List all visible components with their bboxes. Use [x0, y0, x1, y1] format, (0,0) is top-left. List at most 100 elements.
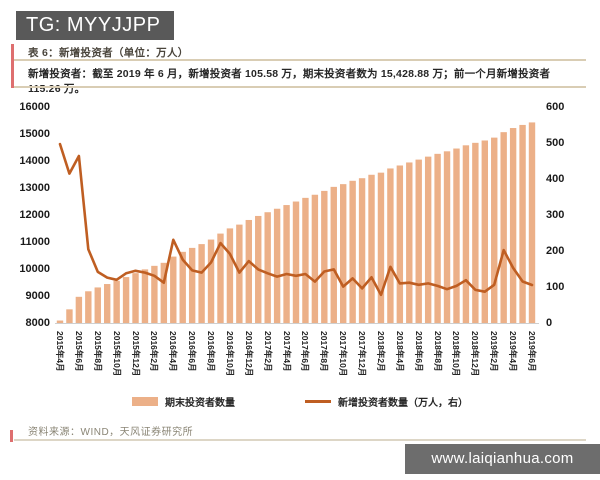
bar [122, 277, 130, 323]
bar [264, 212, 271, 323]
tg-contact-badge: TG: MYYJJPP [16, 11, 175, 40]
x-axis-label: 2019年4月 [508, 331, 519, 372]
left-axis-tick: 14000 [19, 155, 50, 167]
x-axis-label: 2017年2月 [262, 331, 273, 372]
bar [519, 124, 526, 324]
bar [226, 228, 234, 323]
bar [406, 162, 413, 323]
left-edge-red-mark-bottom [10, 430, 13, 442]
bar [132, 273, 139, 323]
left-axis-tick: 8000 [25, 317, 50, 329]
x-axis-label: 2019年6月 [527, 331, 537, 372]
plot-area [55, 122, 539, 324]
x-axis-label: 2015年8月 [92, 331, 103, 372]
x-axis-label: 2016年6月 [187, 331, 198, 372]
bar [151, 265, 158, 323]
x-axis-label: 2017年4月 [281, 331, 292, 372]
left-axis-tick: 10000 [19, 263, 50, 275]
summary-prefix: 新增投资者： [28, 68, 93, 80]
x-axis-label: 2016年12月 [243, 331, 254, 377]
left-axis-tick: 16000 [19, 101, 50, 113]
x-axis-label: 2016年10月 [224, 331, 235, 377]
x-axis-label: 2017年6月 [300, 331, 311, 372]
x-axis-label: 2018年4月 [394, 331, 405, 372]
x-axis-label: 2016年4月 [168, 331, 179, 372]
bar [349, 180, 356, 323]
bar [528, 122, 536, 323]
bar [330, 186, 337, 323]
divider-line-summary [14, 86, 586, 88]
line-series-label: 新增投资者数量（万人，右） [338, 398, 468, 409]
right-axis-tick: 300 [546, 209, 565, 221]
x-axis-label: 2017年10月 [338, 331, 349, 377]
bar [283, 205, 290, 323]
x-axis-label: 2017年8月 [319, 331, 330, 372]
bar [481, 140, 488, 323]
x-axis-label: 2015年4月 [55, 331, 65, 372]
table-title: 表 6：新增投资者（单位：万人） [28, 47, 189, 59]
left-axis-tick: 11000 [20, 236, 50, 248]
summary-text: 新增投资者：截至 2019 年 6 月，新增投资者 105.58 万，期末投资者… [28, 66, 584, 96]
bar [160, 262, 168, 323]
x-axis-label: 2019年2月 [489, 331, 500, 372]
bar [340, 184, 347, 323]
left-axis-tick: 12000 [19, 209, 50, 221]
bar [113, 280, 120, 323]
right-axis-tick: 200 [546, 245, 565, 257]
x-axis-label: 2015年10月 [111, 331, 122, 377]
bar [170, 256, 177, 323]
x-axis-label: 2016年8月 [206, 331, 217, 372]
bar [443, 151, 451, 323]
bar [75, 296, 83, 323]
legend-item-line: 新增投资者数量（万人，右） [305, 394, 468, 409]
x-axis-label: 2015年6月 [73, 331, 84, 372]
x-axis-label: 2018年2月 [375, 331, 386, 372]
bar [424, 156, 432, 323]
bar [217, 233, 224, 323]
bar [104, 284, 111, 323]
x-axis-label: 2018年12月 [470, 331, 481, 377]
bar [198, 244, 205, 323]
left-edge-red-mark [11, 44, 14, 88]
bar [94, 287, 101, 323]
bar [188, 247, 196, 323]
bar [453, 148, 460, 323]
bar [85, 291, 92, 323]
right-axis-tick: 500 [546, 137, 565, 149]
bar [472, 142, 479, 323]
bar [141, 269, 149, 323]
line-series-swatch [305, 400, 331, 403]
bar [292, 201, 300, 323]
right-axis-tick: 400 [546, 173, 565, 185]
bar [56, 320, 64, 323]
x-axis-label: 2018年8月 [432, 331, 443, 372]
bar [500, 132, 507, 323]
chart-legend: 期末投资者数量 新增投资者数量（万人，右） [0, 394, 600, 409]
bar [396, 165, 404, 323]
bar [311, 194, 319, 323]
x-axis-label: 2015年12月 [130, 331, 141, 377]
left-axis-tick: 9000 [25, 290, 50, 302]
bar [377, 172, 385, 323]
bar [415, 159, 422, 323]
bar-series-label: 期末投资者数量 [165, 398, 235, 409]
summary-body: 截至 2019 年 6 月，新增投资者 105.58 万，期末投资者数为 15,… [28, 68, 551, 95]
right-axis-tick: 600 [546, 101, 565, 113]
x-axis-label: 2018年6月 [413, 331, 424, 372]
bar [491, 137, 498, 323]
bar [358, 178, 366, 323]
data-source-note: 资料来源：WIND，天风证券研究所 [28, 427, 194, 438]
bar [368, 174, 375, 323]
bar [273, 208, 281, 323]
line-series [58, 142, 534, 297]
legend-item-bars: 期末投资者数量 [132, 394, 235, 409]
bar-series-swatch [132, 397, 158, 406]
divider-line-top [14, 59, 586, 61]
divider-line-bottom [14, 439, 586, 441]
bar [387, 168, 394, 323]
bar [321, 190, 328, 323]
x-axis-label: 2016年2月 [149, 331, 160, 372]
left-axis-tick: 15000 [19, 128, 50, 140]
watermark-site-badge: www.laiqianhua.com [405, 444, 600, 474]
